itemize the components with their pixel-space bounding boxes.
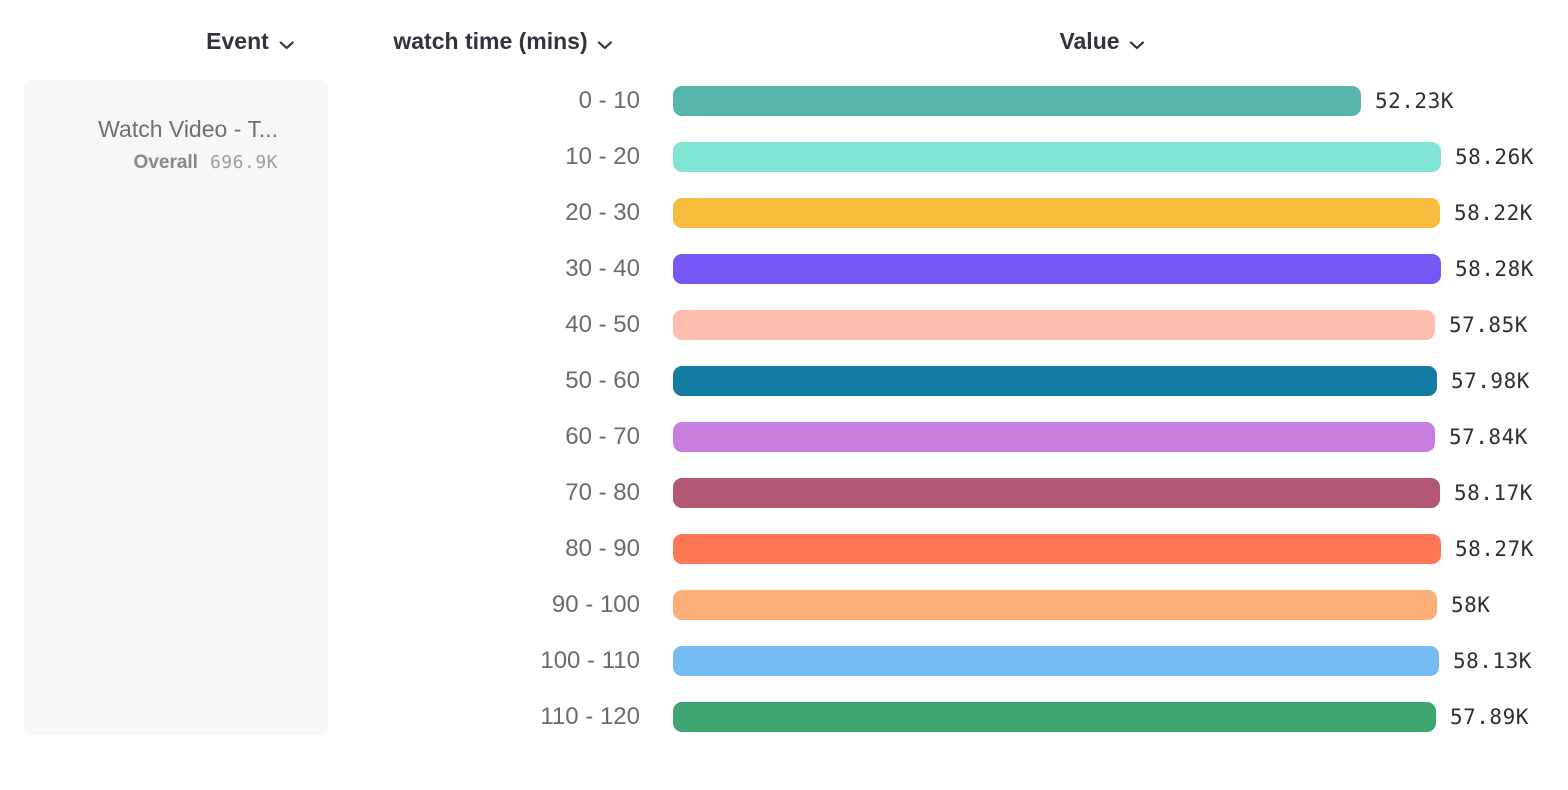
- chart-row: 60 - 70 57.84K: [485, 422, 1534, 452]
- bar-segment[interactable]: [673, 366, 1437, 396]
- bar-category-label: 100 - 110: [540, 647, 640, 674]
- chart-row: 90 - 100 58K: [485, 590, 1534, 620]
- event-column-dropdown[interactable]: Event: [206, 26, 294, 56]
- bar-value-label: 57.98K: [1451, 369, 1530, 393]
- bar-category-label: 110 - 120: [540, 703, 640, 730]
- breakdown-column-dropdown[interactable]: watch time (mins): [393, 26, 613, 56]
- bar-value-label: 57.84K: [1449, 425, 1528, 449]
- chart-row: 20 - 30 58.22K: [485, 198, 1534, 228]
- bar-value-label: 58.27K: [1455, 537, 1534, 561]
- bar-category-label: 60 - 70: [565, 423, 640, 450]
- bar-value-label: 58.28K: [1455, 257, 1534, 281]
- chevron-down-icon: [598, 29, 613, 56]
- bar-segment[interactable]: [673, 254, 1441, 284]
- chart-row: 80 - 90 58.27K: [485, 534, 1534, 564]
- event-overall-line: Overall 696.9K: [24, 151, 278, 175]
- chart-row: 110 - 120 57.89K: [485, 702, 1534, 732]
- bar-value-label: 52.23K: [1375, 89, 1454, 113]
- bar-segment[interactable]: [673, 422, 1435, 452]
- chart-row: 70 - 80 58.17K: [485, 478, 1534, 508]
- bar-value-label: 58K: [1451, 593, 1491, 617]
- bar-segment[interactable]: [673, 310, 1435, 340]
- watch-time-bar-chart: 0 - 10 52.23K 10 - 20 58.26K 20 - 30 58.…: [485, 86, 1534, 758]
- bar-category-label: 30 - 40: [565, 255, 640, 282]
- event-series-card[interactable]: Watch Video - T... Overall 696.9K: [24, 80, 328, 735]
- bar-category-label: 0 - 10: [578, 87, 640, 114]
- bar-segment[interactable]: [673, 142, 1441, 172]
- chevron-down-icon: [1129, 29, 1145, 56]
- bar-segment[interactable]: [673, 198, 1440, 228]
- bar-value-label: 57.89K: [1450, 705, 1529, 729]
- chart-row: 0 - 10 52.23K: [485, 86, 1534, 116]
- chart-row: 40 - 50 57.85K: [485, 310, 1534, 340]
- event-title: Watch Video - T...: [98, 116, 278, 142]
- event-column-label: Event: [206, 27, 269, 54]
- value-column-dropdown[interactable]: Value: [1059, 26, 1145, 56]
- chart-row: 100 - 110 58.13K: [485, 646, 1534, 676]
- bar-segment[interactable]: [673, 590, 1437, 620]
- breakdown-column-label: watch time (mins): [393, 27, 588, 54]
- bar-value-label: 58.13K: [1453, 649, 1532, 673]
- bar-value-label: 57.85K: [1449, 313, 1528, 337]
- chart-row: 50 - 60 57.98K: [485, 366, 1534, 396]
- bar-value-label: 58.17K: [1454, 481, 1533, 505]
- chart-row: 10 - 20 58.26K: [485, 142, 1534, 172]
- bar-category-label: 70 - 80: [565, 479, 640, 506]
- bar-segment[interactable]: [673, 478, 1440, 508]
- bar-value-label: 58.26K: [1455, 145, 1534, 169]
- bar-segment[interactable]: [673, 86, 1361, 116]
- bar-category-label: 20 - 30: [565, 199, 640, 226]
- bar-category-label: 10 - 20: [565, 143, 640, 170]
- chart-row: 30 - 40 58.28K: [485, 254, 1534, 284]
- bar-segment[interactable]: [673, 646, 1439, 676]
- bar-category-label: 40 - 50: [565, 311, 640, 338]
- value-column-label: Value: [1059, 27, 1120, 54]
- chevron-down-icon: [279, 29, 294, 56]
- bar-category-label: 90 - 100: [551, 591, 640, 618]
- overall-value: 696.9K: [209, 152, 278, 173]
- bar-segment[interactable]: [673, 534, 1441, 564]
- overall-label: Overall: [133, 152, 198, 173]
- bar-category-label: 80 - 90: [565, 535, 640, 562]
- bar-segment[interactable]: [673, 702, 1436, 732]
- bar-category-label: 50 - 60: [565, 367, 640, 394]
- bar-value-label: 58.22K: [1454, 201, 1533, 225]
